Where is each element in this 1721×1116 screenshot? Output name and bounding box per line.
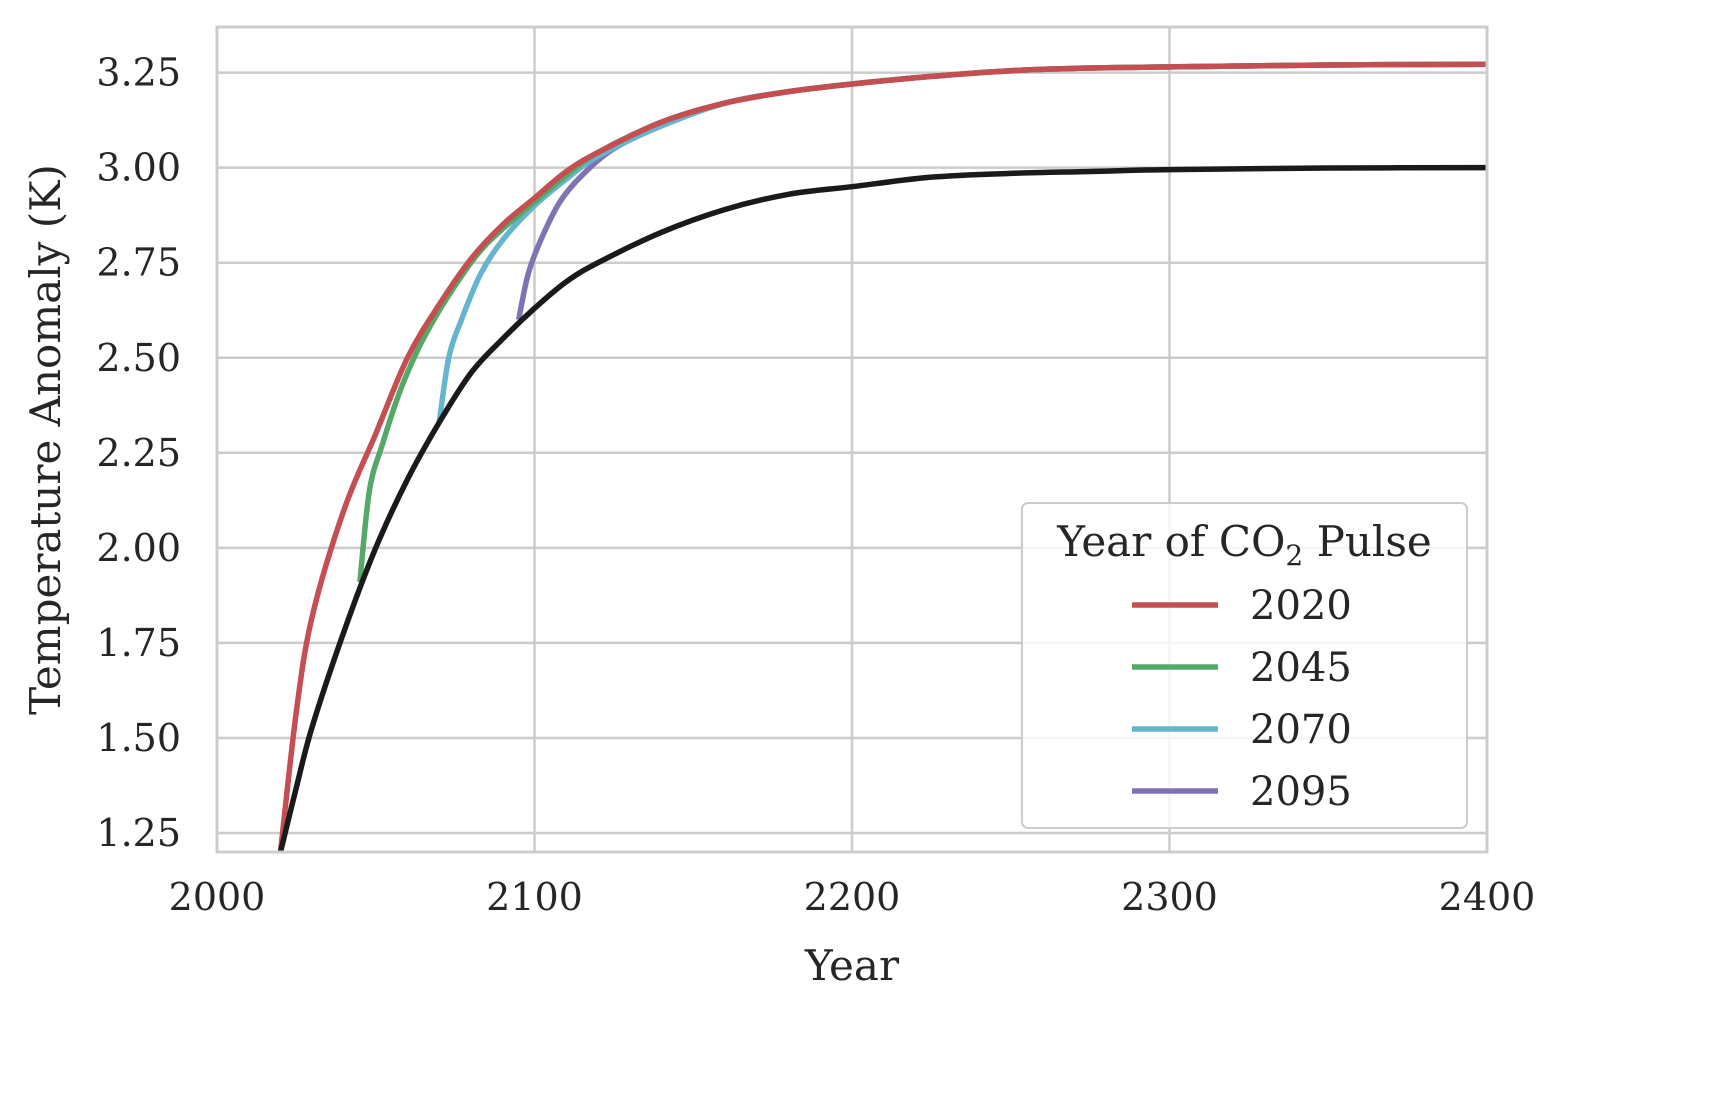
series-line-2020 [277,61,1487,852]
plot-lines [277,61,1487,852]
baseline-line [277,164,1487,852]
x-tick-label: 2200 [804,875,901,919]
y-tick-label: 3.25 [96,51,181,95]
y-axis-title: Temperature Anomaly (K) [21,164,70,715]
y-tick-label: 2.50 [96,336,181,380]
y-tick-label: 2.25 [96,431,181,475]
y-tick-label: 3.00 [96,146,181,190]
y-tick-label: 2.00 [96,526,181,570]
tick-labels: 2000 2100 2200 2300 2400 1.25 1.50 1.75 2.00 2.25… [96,51,1535,919]
legend-title: Year of CO2 Pulse [1056,517,1432,572]
x-tick-label: 2300 [1121,875,1218,919]
x-tick-label: 2400 [1439,875,1536,919]
legend-title-prefix: Year of CO [1056,517,1285,566]
y-tick-label: 2.75 [96,241,181,285]
legend-label-2045: 2045 [1250,645,1352,691]
legend-title-suffix: Pulse [1303,517,1432,566]
legend-label-2020: 2020 [1250,583,1352,629]
y-tick-label: 1.50 [96,716,181,760]
legend-label-2095: 2095 [1250,769,1352,815]
y-tick-label: 1.25 [96,811,181,855]
plot-frame [215,25,1489,854]
legend-title-subscript: 2 [1285,539,1303,572]
legend-entries: 2020 2045 2070 2095 [1132,583,1352,815]
grid [215,27,1489,852]
x-tick-label: 2100 [486,875,583,919]
legend-label-2070: 2070 [1250,707,1352,753]
x-axis-title: Year [804,941,900,990]
y-tick-label: 1.75 [96,621,181,665]
legend: Year of CO2 Pulse 2020 2045 2070 2095 [1021,502,1468,829]
legend-box [1021,502,1468,829]
x-tick-label: 2000 [169,875,266,919]
